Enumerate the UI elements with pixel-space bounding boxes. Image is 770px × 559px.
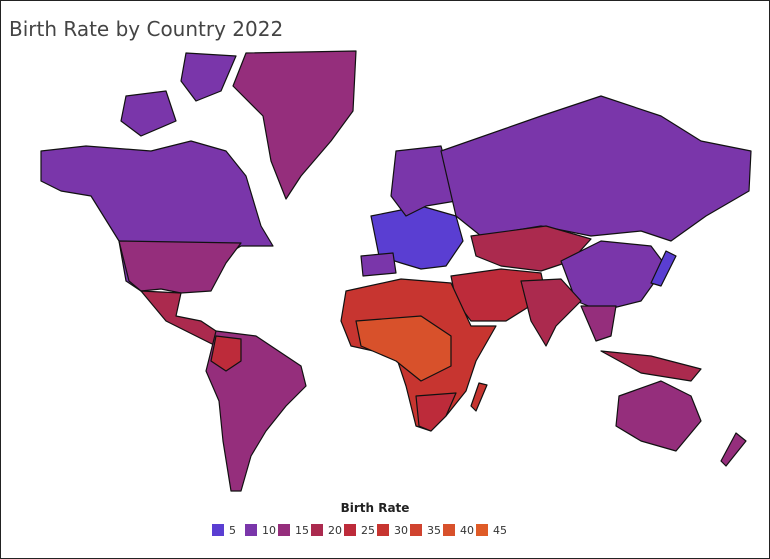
landmass — [650, 250, 677, 287]
landmass — [180, 52, 237, 102]
map — [40, 50, 752, 492]
legend-label: 25 — [361, 524, 375, 537]
legend-swatch — [212, 524, 224, 536]
landmass — [470, 382, 488, 412]
legend-swatch — [410, 524, 422, 536]
legend-swatch — [443, 524, 455, 536]
legend-label: 15 — [295, 524, 309, 537]
landmass — [355, 315, 452, 382]
legend-label: 5 — [229, 524, 236, 537]
legend-title: Birth Rate — [341, 501, 410, 515]
landmass — [720, 432, 747, 467]
landmass — [440, 95, 752, 242]
landmass — [120, 90, 177, 137]
legend: 5 10 15 20 25 30 35 40 45 — [212, 524, 507, 537]
legend-swatch — [344, 524, 356, 536]
landmass — [360, 252, 397, 277]
legend-label: 40 — [460, 524, 474, 537]
landmass — [615, 380, 702, 452]
legend-swatch — [311, 524, 323, 536]
legend-swatch — [245, 524, 257, 536]
landmass — [210, 335, 242, 372]
legend-label: 10 — [262, 524, 276, 537]
landmass — [470, 225, 592, 272]
legend-label: 30 — [394, 524, 408, 537]
chart-title: Birth Rate by Country 2022 — [9, 17, 283, 41]
legend-label: 20 — [328, 524, 342, 537]
landmass — [415, 392, 457, 432]
legend-label: 35 — [427, 524, 441, 537]
landmass — [580, 305, 617, 342]
landmass — [520, 278, 582, 347]
landmass — [600, 350, 702, 382]
legend-swatch — [377, 524, 389, 536]
landmass — [390, 145, 457, 217]
landmass — [232, 50, 357, 200]
landmass — [205, 330, 307, 492]
legend-swatch — [278, 524, 290, 536]
landmass — [118, 240, 242, 294]
legend-swatch — [476, 524, 488, 536]
legend-label: 45 — [493, 524, 507, 537]
